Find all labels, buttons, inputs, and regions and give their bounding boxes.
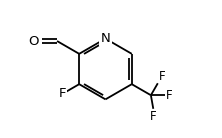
Text: F: F xyxy=(166,89,172,102)
Text: F: F xyxy=(159,70,165,83)
Text: F: F xyxy=(150,110,157,123)
Text: F: F xyxy=(59,87,66,100)
Text: N: N xyxy=(101,32,110,45)
Text: O: O xyxy=(29,34,39,48)
